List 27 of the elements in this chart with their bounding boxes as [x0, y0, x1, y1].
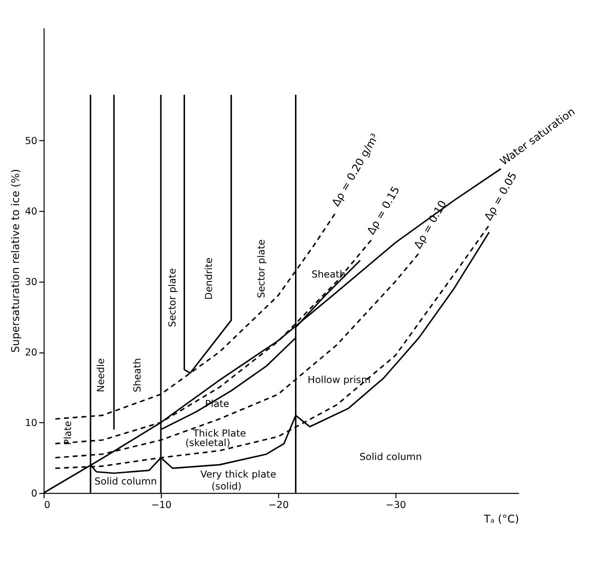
annotation: Thick Plate	[192, 428, 246, 440]
y-tick-label: 30	[24, 276, 38, 288]
annotation: Solid column	[360, 452, 422, 463]
annotation: Sector plate	[256, 239, 268, 298]
annotation: Very thick plate	[200, 470, 276, 481]
y-tick-label: 10	[24, 418, 38, 429]
x-tick-label: −10	[151, 500, 172, 511]
annotation: Solid column	[94, 476, 157, 488]
annotation: Needle	[96, 358, 107, 392]
y-tick-label: 40	[24, 206, 38, 218]
annotation: Dendrite	[204, 258, 215, 300]
annotation: (solid)	[211, 482, 242, 492]
x-tick-label: 0	[44, 500, 50, 511]
y-tick-label: 20	[24, 347, 38, 358]
x-tick-label: −30	[386, 500, 406, 511]
annotation: Plate	[63, 420, 74, 446]
x-axis-title: Tₐ (°C)	[482, 512, 519, 526]
annotation: Sheath	[132, 358, 144, 392]
annotation: Sector plate	[168, 268, 178, 328]
annotation: Sheath	[311, 269, 346, 280]
x-tick-label: −20	[268, 500, 289, 511]
annotation: Plate	[205, 399, 230, 410]
annotation: (skeletal)	[185, 438, 230, 449]
y-axis-title: Supersaturation relative to ice (%)	[9, 168, 22, 353]
annotation: Hollow prism	[308, 375, 371, 386]
y-tick-label: 50	[24, 136, 38, 147]
y-tick-label: 0	[31, 488, 38, 500]
